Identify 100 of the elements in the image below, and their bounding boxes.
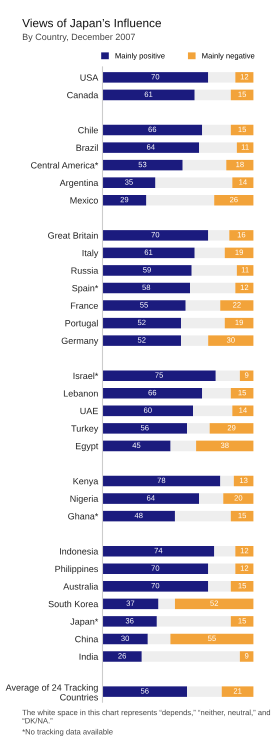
bar [102, 581, 208, 592]
bar [186, 300, 220, 311]
bar [226, 160, 254, 170]
bar [102, 423, 188, 434]
y-tick-label: Average of 24 Tracking Countries [6, 684, 98, 700]
y-tick-label: Japan* [70, 618, 98, 627]
y-tick-label: Ghana* [68, 512, 98, 520]
bar [102, 440, 170, 452]
y-tick-label: Turkey [71, 425, 98, 434]
y-tick-label: Central America* [31, 162, 98, 169]
y-tick-label: Portugal [65, 320, 98, 328]
bar [214, 546, 236, 556]
bar [170, 634, 254, 644]
bar [102, 686, 188, 697]
bar [222, 686, 254, 697]
y-tick-label: Lebanon [64, 390, 98, 397]
bar [216, 370, 240, 381]
bar [155, 177, 232, 188]
bar [102, 248, 195, 258]
y-tick-label: Egypt [76, 442, 98, 452]
bar [102, 493, 200, 504]
y-tick-label: Philippines [55, 565, 98, 574]
bar [102, 300, 186, 311]
bar [235, 72, 254, 83]
bar [214, 194, 254, 206]
bar [102, 282, 190, 294]
bar [146, 194, 214, 206]
bar [102, 616, 157, 627]
bar [208, 230, 230, 241]
bar [208, 335, 254, 346]
bar [102, 406, 194, 416]
bar [230, 124, 254, 136]
y-tick-label: Indonesia [60, 548, 98, 555]
bar [180, 335, 208, 346]
bar [148, 634, 170, 644]
bar [102, 564, 208, 574]
bar [235, 546, 254, 556]
bar [230, 90, 254, 100]
bar [230, 510, 254, 522]
bar [180, 318, 225, 328]
bar [235, 564, 254, 574]
bar [102, 230, 208, 241]
bar [102, 160, 182, 170]
bar [102, 177, 156, 188]
y-tick-label: Spain* [72, 284, 98, 294]
chart-subtitle: By Country, December 2007 [22, 33, 135, 42]
bar [230, 581, 254, 592]
bar [174, 510, 231, 522]
bar [182, 160, 226, 170]
bar [194, 90, 231, 100]
bar [187, 423, 210, 434]
chart-title: Views of Japan’s Influence [22, 18, 162, 30]
y-tick-label: Israel* [74, 372, 98, 380]
bar [174, 598, 254, 610]
bar [102, 546, 214, 556]
y-tick-label: China [75, 636, 98, 642]
bar [102, 370, 216, 381]
bar [220, 300, 254, 311]
bar [158, 598, 175, 610]
bar [102, 72, 208, 83]
bar [234, 476, 254, 486]
bar [102, 318, 181, 328]
bar [240, 651, 254, 662]
bar [202, 388, 231, 399]
bar [208, 581, 231, 592]
bar [232, 406, 254, 416]
bar [156, 616, 231, 627]
bar [102, 651, 142, 662]
y-tick-label: Australia [63, 583, 98, 590]
bar [102, 265, 192, 276]
y-tick-label: Mexico [70, 196, 98, 204]
bar [196, 440, 254, 452]
y-tick-label: Great Britain [48, 232, 98, 239]
bar [142, 651, 240, 662]
y-tick-label: Brazil [76, 144, 98, 151]
bar [208, 72, 236, 83]
bar [102, 598, 158, 610]
bar [102, 335, 181, 346]
bar [194, 248, 225, 258]
y-tick-label: South Korea [48, 600, 98, 608]
bar [102, 90, 195, 100]
bar [208, 564, 236, 574]
bar [229, 230, 254, 241]
y-tick-label: Italy [82, 250, 98, 258]
bar [199, 493, 224, 504]
y-tick-label: Argentina [60, 179, 98, 188]
bar [232, 177, 254, 188]
y-tick-label: USA [80, 74, 98, 81]
bar [102, 124, 202, 136]
bar [199, 142, 237, 153]
bar [224, 248, 254, 258]
bar [235, 282, 254, 294]
y-tick-label: Germany [62, 338, 98, 346]
bar [187, 686, 222, 697]
y-tick-label: Chile [78, 126, 98, 134]
bar [102, 142, 200, 153]
bar [193, 406, 232, 416]
bar [102, 476, 220, 486]
bar [192, 265, 237, 276]
y-tick-label: UAE [80, 408, 98, 414]
